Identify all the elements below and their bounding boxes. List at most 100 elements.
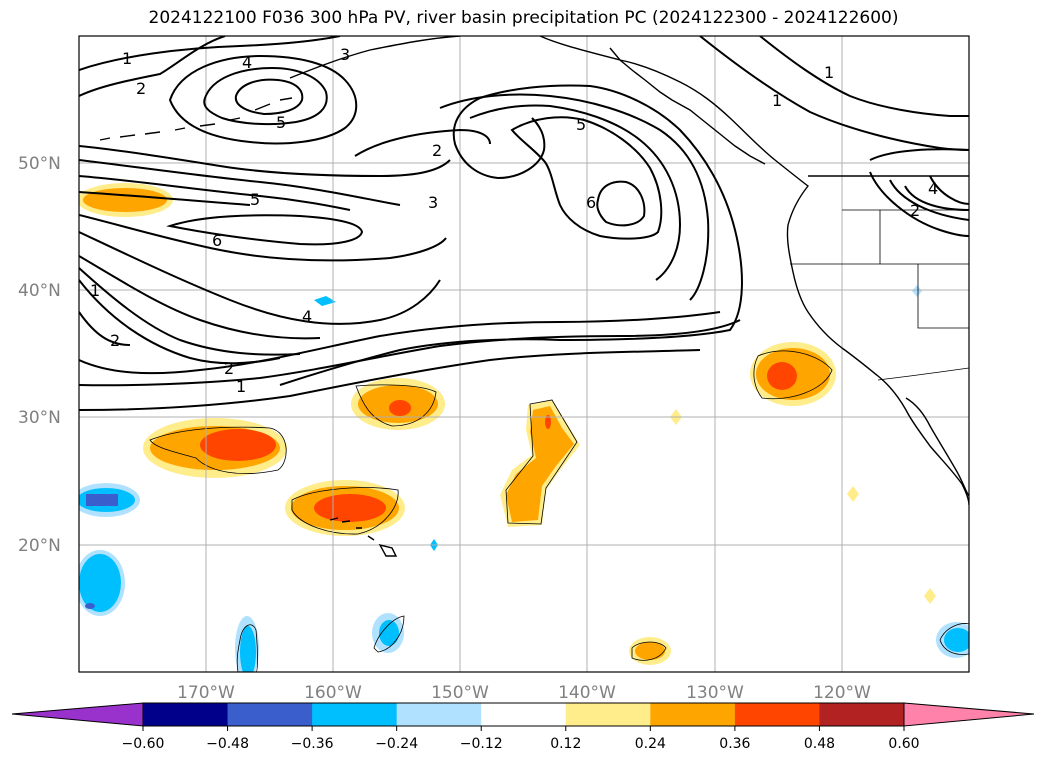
contour-label: 4	[302, 307, 312, 326]
precip-outline	[291, 487, 399, 535]
map-frame	[78, 35, 970, 673]
lon-label: 160°W	[304, 683, 362, 703]
pv-contour	[79, 175, 351, 211]
pv-contour	[79, 319, 741, 387]
us-mexico-border	[877, 367, 969, 381]
precip-outline	[753, 350, 833, 400]
contour-label: 3	[428, 193, 438, 212]
contour-label: 5	[276, 113, 286, 132]
aleutian-islands	[99, 97, 293, 141]
colorbar-tick-label: −0.60	[122, 736, 165, 752]
pv-contour	[469, 104, 682, 281]
contour-label: 5	[576, 115, 586, 134]
pv-contour	[279, 84, 743, 386]
pv-contour	[79, 267, 301, 356]
lon-label: 120°W	[813, 683, 871, 703]
negative-anomaly-area	[912, 285, 922, 297]
precip-outline	[939, 623, 969, 655]
pv-contour	[234, 78, 304, 116]
contour-label: 1	[236, 377, 246, 396]
contour-labels: 1 2 4 5 3 2 5 3 6 6 5 1 1 4 2 1 2 4 2 1	[90, 45, 938, 396]
lat-label: 20°N	[18, 536, 61, 556]
precip-outline	[236, 624, 258, 672]
pv-contour	[889, 179, 969, 221]
pv-contour	[759, 36, 969, 118]
contour-label: 4	[242, 53, 252, 72]
negative-anomaly-area	[79, 554, 121, 612]
colorbar: −0.60 −0.48 −0.36 −0.24 −0.12 0.12 0.24 0.36 0.4…	[11, 702, 1035, 752]
contour-label: 6	[586, 193, 596, 212]
negative-anomaly-area	[314, 296, 336, 306]
negative-anomaly-area	[85, 603, 95, 609]
colorbar-segment	[650, 703, 736, 726]
lon-label: 170°W	[177, 683, 235, 703]
positive-anomaly-area	[506, 406, 574, 522]
colorbar-tick-label: −0.12	[460, 736, 503, 752]
precip-outline	[631, 641, 667, 661]
pv-contour	[79, 145, 451, 178]
map-title: 2024122100 F036 300 hPa PV, river basin …	[148, 8, 899, 28]
pv-contour	[497, 117, 546, 179]
pv-contour	[79, 159, 401, 206]
positive-anomaly-area	[314, 494, 386, 522]
state-line	[790, 209, 969, 329]
negative-anomaly-area	[944, 628, 969, 652]
precip-outline	[373, 615, 405, 653]
colorbar-extend-high	[903, 702, 1035, 727]
map-content: 1 2 4 5 3 2 5 3 6 6 5 1 1 4 2 1 2 4 2 1	[79, 36, 969, 672]
baja-peninsula	[905, 397, 969, 497]
colorbar-tick-label: 0.36	[719, 736, 750, 752]
lat-label: 40°N	[18, 281, 61, 301]
colorbar-segment	[143, 703, 229, 726]
precip-shading	[79, 183, 969, 672]
pv-contour	[166, 214, 364, 246]
colorbar-segment	[819, 703, 905, 726]
gridlines	[79, 36, 969, 672]
contour-label: 6	[212, 231, 222, 250]
pv-contour	[929, 175, 969, 205]
colorbar-extend-low	[11, 702, 144, 727]
positive-anomaly-area	[847, 486, 859, 502]
pv-contour	[203, 66, 328, 126]
colorbar-segment	[227, 703, 313, 726]
precip-outlines	[149, 350, 969, 672]
colorbar-segment	[481, 703, 567, 726]
colorbar-tick-label: 0.60	[888, 736, 919, 752]
pv-contour	[354, 128, 491, 157]
pv-contour	[79, 311, 721, 375]
lat-label: 50°N	[18, 154, 61, 174]
hawaii-islands	[329, 517, 398, 557]
contour-label: 2	[432, 141, 442, 160]
colorbar-tick-label: 0.48	[804, 736, 835, 752]
pv-contour	[904, 185, 969, 211]
positive-anomaly-area	[924, 588, 936, 604]
pv-contour	[79, 311, 131, 346]
coastlines	[99, 36, 969, 557]
pv-contour	[79, 349, 701, 411]
lon-label: 140°W	[558, 683, 616, 703]
colorbar-tick-label: −0.48	[206, 736, 249, 752]
positive-anomaly-area	[200, 429, 276, 461]
pv-contour	[869, 148, 969, 161]
lon-label: 150°W	[431, 683, 489, 703]
colorbar-segment	[312, 703, 398, 726]
negative-anomaly-area	[240, 626, 256, 672]
contour-label: 2	[224, 359, 234, 378]
positive-anomaly-area	[389, 400, 411, 416]
contour-label: 4	[928, 179, 938, 198]
negative-anomaly-area	[86, 494, 118, 506]
pv-contour	[439, 93, 710, 301]
positive-anomaly-area	[635, 642, 665, 660]
contour-label: 2	[110, 331, 120, 350]
latitude-labels: 50°N 40°N 30°N 20°N	[18, 154, 61, 556]
colorbar-segment	[734, 703, 820, 726]
pv-contour	[596, 180, 646, 227]
precip-outline	[505, 399, 578, 525]
contour-label: 2	[910, 201, 920, 220]
contour-label: 1	[824, 63, 834, 82]
pv-contour	[79, 214, 447, 262]
positive-anomaly-area	[767, 362, 797, 390]
pv-contours	[79, 36, 969, 411]
lon-label: 130°W	[686, 683, 744, 703]
